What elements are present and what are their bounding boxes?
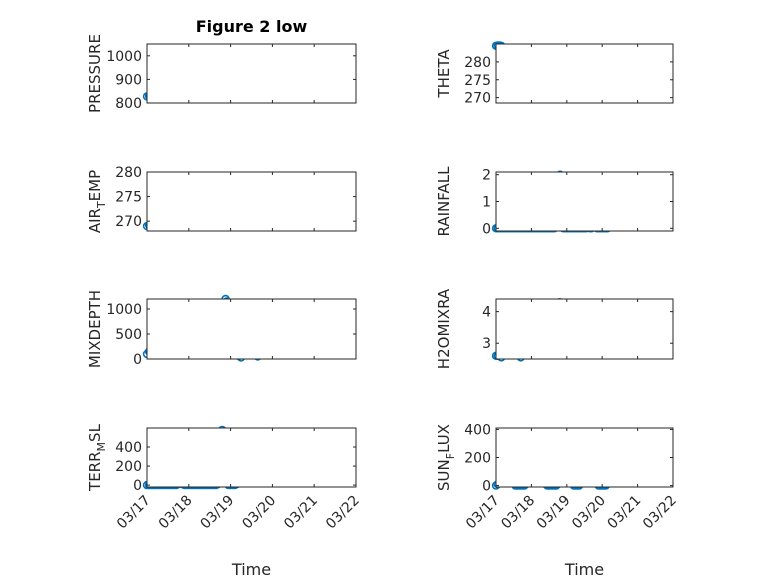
chart-title: Figure 2 low (196, 17, 308, 36)
y-tick-label: 400 (464, 422, 491, 438)
x-tick-label: 03/20 (239, 493, 279, 533)
y-axis-label-text: EMP (86, 170, 104, 201)
y-axis-label-text: H2OMIXRA (435, 288, 453, 369)
x-tick-label: 03/22 (323, 493, 363, 533)
axes-box (146, 43, 357, 104)
y-tick-label: 0 (133, 478, 142, 494)
x-tick-label: 03/17 (114, 493, 154, 533)
x-axis-label: Time (564, 560, 604, 579)
x-tick-label: 03/18 (498, 493, 538, 533)
axes-box (146, 298, 357, 360)
y-axis-label-text: AIR (86, 208, 104, 233)
y-axis-label-subscript: M (95, 442, 108, 452)
y-axis-label: AIRTEMP (86, 170, 108, 233)
y-tick-label: 1 (482, 195, 491, 211)
y-tick-label: 280 (115, 165, 142, 181)
x-tick-label: 03/19 (534, 493, 574, 533)
y-axis-label-text: TERR (86, 451, 104, 492)
axes-box (495, 171, 674, 232)
axes-box (495, 427, 674, 488)
y-axis-label: PRESSURE (86, 34, 104, 113)
x-tick-label: 03/19 (198, 493, 238, 533)
y-tick-label: 500 (115, 327, 142, 343)
y-tick-label: 0 (482, 479, 491, 495)
y-axis-label: THETA (435, 49, 453, 99)
y-axis-label: TERRMSL (86, 423, 108, 492)
y-tick-label: 1000 (106, 49, 142, 65)
axes-box (495, 43, 674, 104)
y-tick-label: 270 (115, 214, 142, 230)
y-tick-label: 400 (115, 440, 142, 456)
y-axis-label: RAINFALL (435, 166, 453, 237)
subplot-terr: 03/17 03/18 03/19 03/20 03/21 03/22 0 200 400 TER… (86, 423, 363, 579)
x-tick-label: 03/21 (281, 493, 321, 533)
axes-box (146, 427, 357, 488)
x-tick-label: 03/18 (156, 493, 196, 533)
y-tick-label: 275 (464, 73, 491, 89)
y-tick-label: 2 (482, 168, 491, 184)
y-axis-label-text: LUX (435, 424, 453, 453)
axes-box (146, 171, 357, 232)
x-tick-label: 03/22 (640, 493, 680, 533)
y-tick-label: 0 (133, 352, 142, 368)
y-axis-label: H2OMIXRA (435, 288, 453, 369)
y-axis-label-text: SUN (435, 459, 453, 491)
subplot-theta: 270 275 280 THETA (435, 41, 674, 107)
y-tick-label: 280 (464, 55, 491, 71)
subplot-rainfall: 0 1 2 RAINFALL (435, 166, 674, 237)
x-tick-label: 03/21 (605, 493, 645, 533)
subplot-h2omixra: 3 4 H2OMIXRA (435, 288, 674, 369)
y-tick-label: 4 (482, 305, 491, 321)
y-tick-label: 800 (115, 96, 142, 112)
y-axis-label-subscript: F (444, 453, 457, 459)
y-axis-label: SUNFLUX (435, 424, 457, 491)
y-axis-label-text: RAINFALL (435, 166, 453, 237)
y-tick-label: 270 (464, 91, 491, 107)
y-axis-label-text: SL (86, 423, 104, 442)
y-axis-label: MIXDEPTH (86, 290, 104, 368)
y-axis-label-text: THETA (435, 49, 453, 99)
axes-box (495, 298, 674, 360)
y-tick-label: 1000 (106, 302, 142, 318)
x-axis-label: Time (231, 560, 271, 579)
y-tick-label: 275 (115, 190, 142, 206)
y-axis-label-text: PRESSURE (86, 34, 104, 113)
x-tick-label: 03/20 (569, 493, 609, 533)
y-tick-label: 0 (482, 221, 491, 237)
y-axis-label-text: MIXDEPTH (86, 290, 104, 368)
subplot-air: 270 275 280 AIRTEMP (86, 165, 357, 233)
y-tick-label: 3 (482, 336, 491, 352)
y-tick-label: 900 (115, 72, 142, 88)
y-axis-label-subscript: T (95, 201, 108, 209)
x-tick-label: 03/17 (463, 493, 503, 533)
y-tick-label: 200 (464, 451, 491, 467)
y-tick-label: 200 (115, 459, 142, 475)
